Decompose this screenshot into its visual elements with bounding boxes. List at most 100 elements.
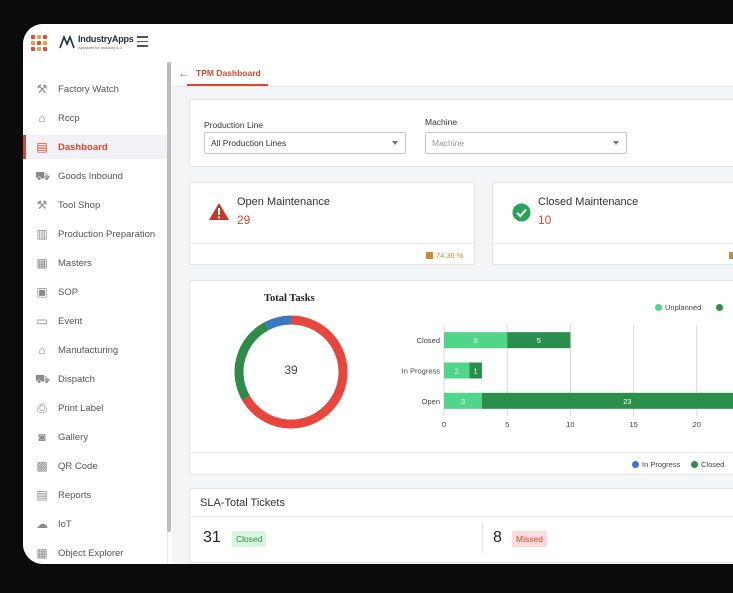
manufacturing-icon: ⌂ xyxy=(38,343,46,357)
sidebar-item-label: Goods Inbound xyxy=(58,170,123,182)
y-tick-label: Open xyxy=(422,397,440,406)
percent-marker-icon xyxy=(426,252,433,259)
event-icon: ▭ xyxy=(36,314,48,328)
legend-series-2[interactable] xyxy=(716,303,726,312)
sidebar-item-manufacturing[interactable]: ⌂ Manufacturing xyxy=(23,338,167,362)
app-screen: IndustryApps Appstore for Industry 4.0 ⚒… xyxy=(23,24,733,564)
sla-divider xyxy=(190,516,733,517)
donut-slice-open[interactable] xyxy=(242,315,348,429)
chevron-down-icon xyxy=(392,141,398,145)
top-bar: IndustryApps Appstore for Industry 4.0 xyxy=(23,24,733,63)
legend-closed[interactable]: Closed xyxy=(691,460,724,469)
x-tick-label: 20 xyxy=(693,420,701,429)
data-label: 2 xyxy=(455,367,459,376)
tab-tpm-dashboard[interactable]: TPM Dashboard xyxy=(196,68,261,78)
x-tick-label: 0 xyxy=(442,420,446,429)
open-maintenance-value: 29 xyxy=(237,213,251,227)
tools-icon: ⚒ xyxy=(36,82,48,96)
logo[interactable]: IndustryApps Appstore for Industry 4.0 xyxy=(59,33,139,53)
legend-label: In Progress xyxy=(642,460,681,469)
y-tick-label: Closed xyxy=(417,336,440,345)
main-content: ← TPM Dashboard Production Line All Prod… xyxy=(172,62,733,564)
sidebar-item-label: Dispatch xyxy=(58,373,95,385)
machine-label: Machine xyxy=(425,117,458,127)
sidebar-item-qr-code[interactable]: ▩ QR Code xyxy=(23,454,167,478)
production-line-value: All Production Lines xyxy=(211,138,287,148)
sidebar-item-iot[interactable]: ☁ IoT xyxy=(23,512,167,536)
sla-missed-badge: Missed xyxy=(512,531,547,547)
chevron-down-icon xyxy=(613,141,619,145)
bar-segment[interactable] xyxy=(444,362,470,379)
percent-marker-icon xyxy=(729,252,733,259)
open-maintenance-card[interactable]: Open Maintenance 29 74.36 % xyxy=(189,182,475,265)
sidebar-item-label: Rccp xyxy=(58,112,80,124)
closed-maintenance-footer xyxy=(493,243,733,264)
open-maintenance-footer: 74.36 % xyxy=(190,243,474,264)
sidebar-item-goods-inbound[interactable]: ⛟ Goods Inbound xyxy=(23,164,167,188)
bar-segment[interactable] xyxy=(444,332,508,349)
legend-unplanned[interactable]: Unplanned xyxy=(655,303,701,312)
sla-card: SLA-Total Tickets 31 Closed 8 Missed xyxy=(189,488,733,563)
sidebar-item-factory-watch[interactable]: ⚒ Factory Watch xyxy=(23,77,167,101)
closed-maintenance-card[interactable]: Closed Maintenance 10 xyxy=(492,182,733,265)
donut-slice-in-progress[interactable] xyxy=(264,315,292,331)
x-tick-label: 15 xyxy=(629,420,637,429)
bar-segment[interactable] xyxy=(469,362,482,379)
printer-icon: ⎙ xyxy=(37,401,47,415)
sidebar-scrollbar[interactable] xyxy=(167,62,171,532)
truck-icon: ⛟ xyxy=(35,169,51,183)
sidebar-item-rccp[interactable]: ⌂ Rccp xyxy=(23,106,167,130)
sidebar-item-label: Dashboard xyxy=(58,141,108,153)
bar-segment[interactable] xyxy=(507,332,571,349)
report-icon: ▤ xyxy=(36,488,48,502)
bar-segment[interactable] xyxy=(481,392,733,409)
data-label: 5 xyxy=(537,336,541,345)
sidebar-item-label: SOP xyxy=(58,286,79,298)
sidebar-item-dispatch[interactable]: ⛟ Dispatch xyxy=(23,367,167,391)
check-circle-icon xyxy=(512,203,531,222)
sidebar-item-tool-shop[interactable]: ⚒ Tool Shop xyxy=(23,193,167,217)
sidebar-item-event[interactable]: ▭ Event xyxy=(23,309,167,333)
sla-missed-count: 8 xyxy=(493,529,502,546)
menu-toggle-icon[interactable] xyxy=(137,36,148,50)
object-explorer-icon: ▦ xyxy=(36,546,48,560)
machine-select[interactable]: Machine xyxy=(425,132,627,154)
app-grid-icon[interactable] xyxy=(31,35,47,51)
sidebar-item-gallery[interactable]: ◙ Gallery xyxy=(23,425,167,449)
sidebar-item-print-label[interactable]: ⎙ Print Label xyxy=(23,396,167,420)
donut-chart xyxy=(234,315,348,429)
legend-dot xyxy=(655,304,662,311)
sidebar-item-reports[interactable]: ▤ Reports xyxy=(23,483,167,507)
sidebar-item-sop[interactable]: ▣ SOP xyxy=(23,280,167,304)
production-line-select[interactable]: All Production Lines xyxy=(204,132,406,154)
tab-bar: ← TPM Dashboard xyxy=(172,62,733,87)
tab-active-indicator xyxy=(187,84,268,86)
data-label: 23 xyxy=(623,397,631,406)
donut-slice-closed[interactable] xyxy=(234,321,270,401)
sidebar-item-label: Object Explorer xyxy=(58,547,124,559)
iot-icon: ☁ xyxy=(36,517,48,531)
sidebar-item-production-preparation[interactable]: ▥ Production Preparation xyxy=(23,222,167,246)
sidebar-item-masters[interactable]: ▦ Masters xyxy=(23,251,167,275)
back-arrow-icon[interactable]: ← xyxy=(178,66,190,80)
y-tick-label: In Progress xyxy=(402,367,441,376)
sidebar: ⚒ Factory Watch ⌂ Rccp ▤ Dashboard ⛟ Goo… xyxy=(23,62,168,564)
bar-segment[interactable] xyxy=(444,392,482,409)
legend-in-progress[interactable]: In Progress xyxy=(632,460,680,469)
dispatch-icon: ⛟ xyxy=(35,372,51,386)
legend-dot xyxy=(632,461,639,468)
sla-closed-badge: Closed xyxy=(232,531,267,547)
factory-icon: ⌂ xyxy=(38,111,46,125)
sidebar-item-label: Gallery xyxy=(58,431,89,443)
legend-dot xyxy=(691,461,698,468)
legend-dot xyxy=(716,304,723,311)
logo-text: IndustryApps xyxy=(78,34,134,44)
sidebar-item-label: Event xyxy=(58,315,83,327)
sidebar-item-label: QR Code xyxy=(58,460,98,472)
sidebar-item-dashboard[interactable]: ▤ Dashboard xyxy=(23,135,167,159)
warning-icon xyxy=(209,203,229,220)
donut-total: 39 xyxy=(284,363,298,377)
open-maintenance-percent: 74.36 % xyxy=(436,251,464,260)
sidebar-item-object-explorer[interactable]: ▦ Object Explorer xyxy=(23,541,167,564)
